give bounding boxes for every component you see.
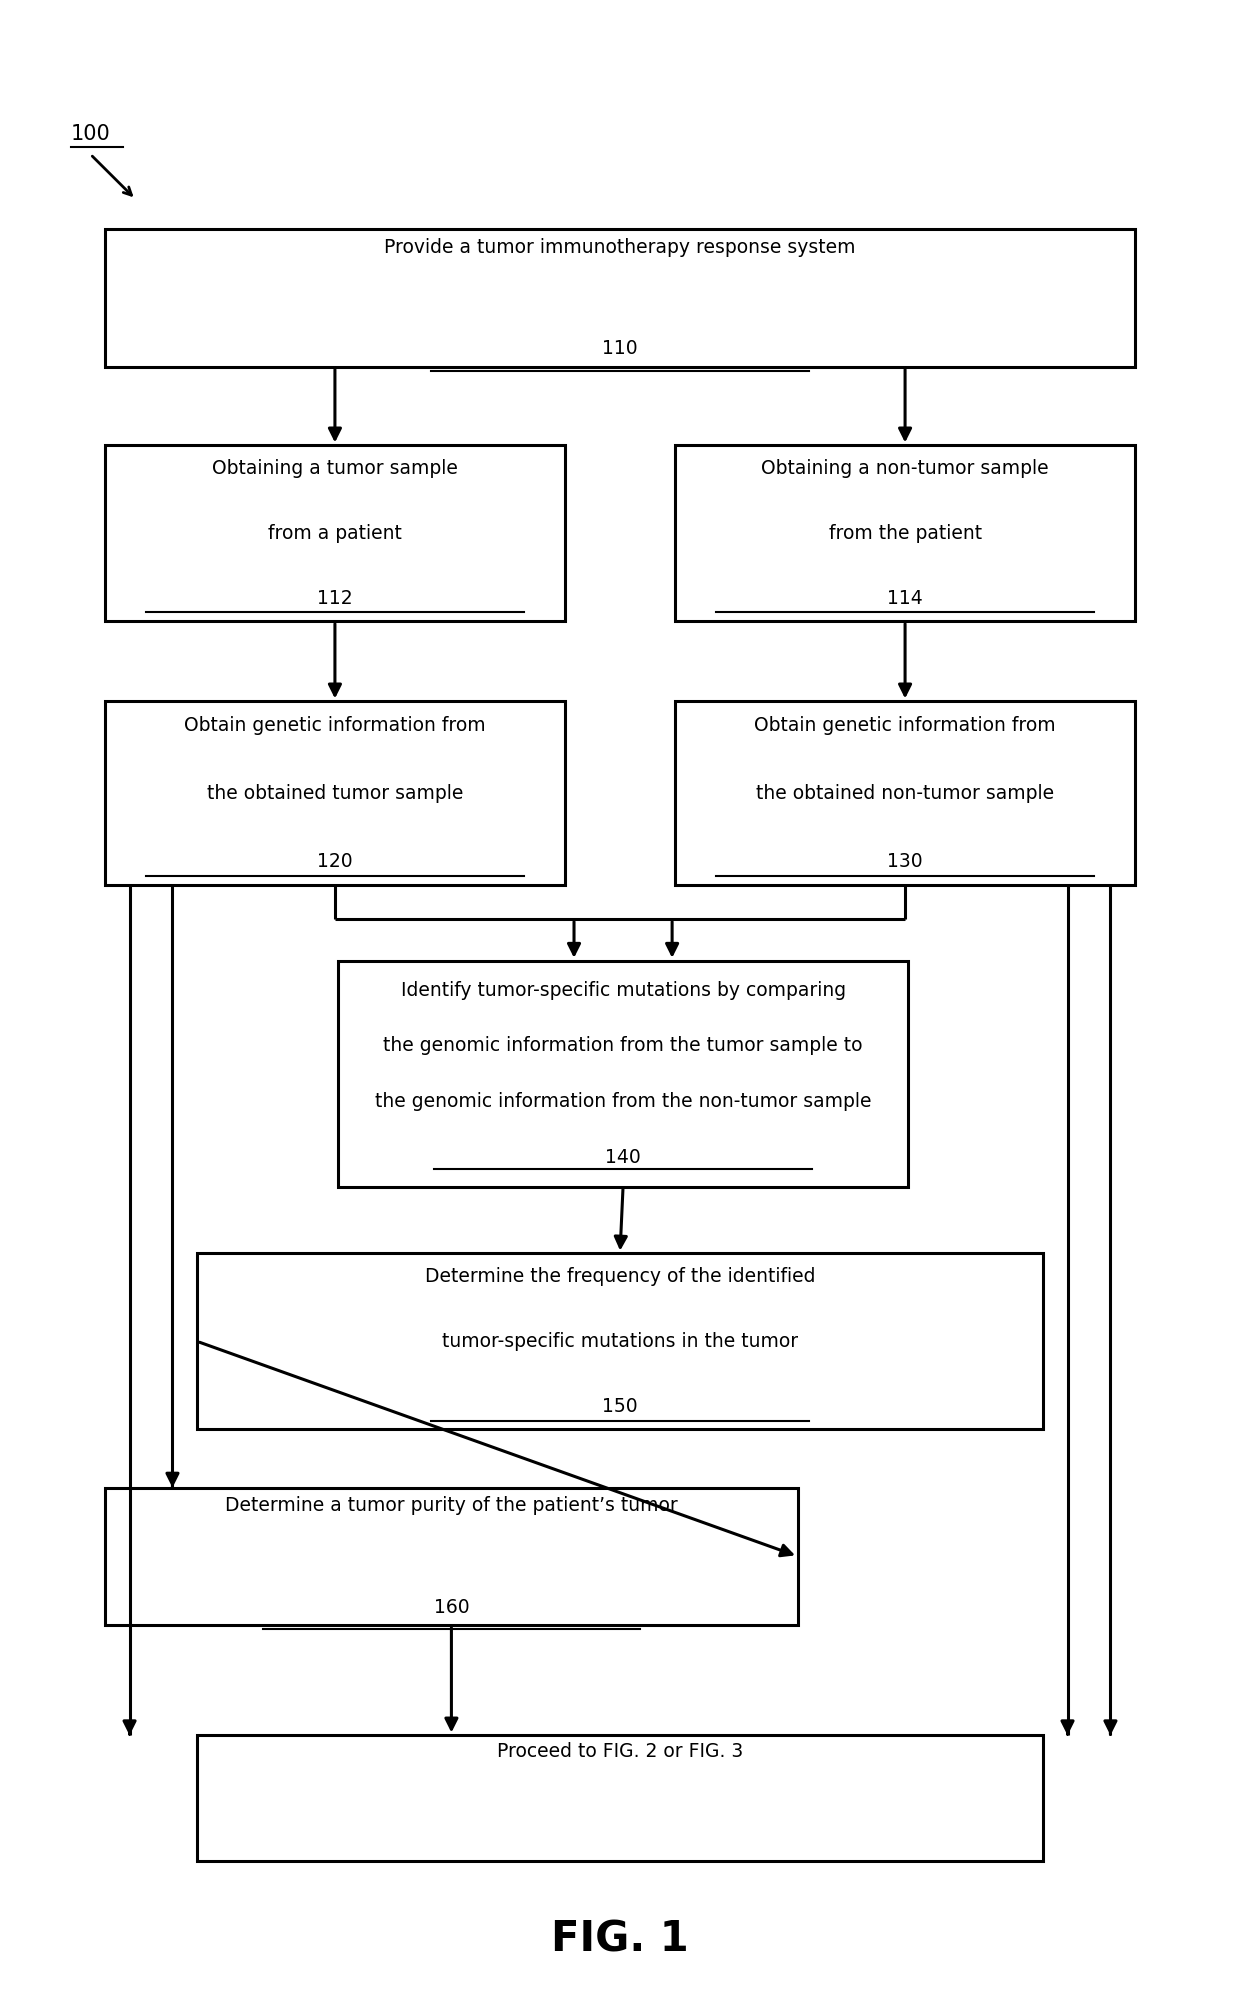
Text: 160: 160	[434, 1598, 469, 1616]
Text: Obtain genetic information from: Obtain genetic information from	[754, 716, 1056, 734]
Bar	[197, 1253, 1043, 1430]
Text: Provide a tumor immunotherapy response system: Provide a tumor immunotherapy response s…	[384, 239, 856, 257]
Text: tumor-specific mutations in the tumor: tumor-specific mutations in the tumor	[441, 1331, 799, 1351]
Text: from the patient: from the patient	[828, 523, 982, 543]
Text: FIG. 1: FIG. 1	[551, 1919, 689, 1961]
Text: 100: 100	[71, 124, 110, 144]
Text: Determine the frequency of the identified: Determine the frequency of the identifie…	[425, 1267, 815, 1285]
Text: 110: 110	[603, 339, 637, 359]
Text: Determine a tumor purity of the patient’s tumor: Determine a tumor purity of the patient’…	[224, 1496, 678, 1516]
Bar	[675, 445, 1135, 622]
Text: Obtaining a tumor sample: Obtaining a tumor sample	[212, 459, 458, 477]
Text: Proceed to FIG. 2 or FIG. 3: Proceed to FIG. 2 or FIG. 3	[497, 1742, 743, 1760]
Text: Obtaining a non-tumor sample: Obtaining a non-tumor sample	[761, 459, 1049, 477]
Text: the genomic information from the non-tumor sample: the genomic information from the non-tum…	[374, 1093, 872, 1111]
Text: the obtained tumor sample: the obtained tumor sample	[207, 784, 463, 802]
Text: Identify tumor-specific mutations by comparing: Identify tumor-specific mutations by com…	[401, 980, 846, 1000]
Text: Obtain genetic information from: Obtain genetic information from	[184, 716, 486, 734]
Text: 130: 130	[888, 852, 923, 870]
Text: 150: 150	[603, 1397, 637, 1416]
Bar	[105, 1488, 797, 1624]
Text: 114: 114	[887, 589, 923, 608]
Bar	[105, 445, 565, 622]
Text: from a patient: from a patient	[268, 523, 402, 543]
Bar	[339, 960, 908, 1187]
Text: the obtained non-tumor sample: the obtained non-tumor sample	[756, 784, 1054, 802]
Bar	[197, 1736, 1043, 1861]
Bar	[675, 702, 1135, 886]
Bar	[105, 702, 565, 886]
Text: 120: 120	[317, 852, 352, 870]
Text: the genomic information from the tumor sample to: the genomic information from the tumor s…	[383, 1037, 863, 1055]
Text: 140: 140	[605, 1147, 641, 1167]
Bar	[105, 229, 1135, 367]
Text: 112: 112	[317, 589, 352, 608]
